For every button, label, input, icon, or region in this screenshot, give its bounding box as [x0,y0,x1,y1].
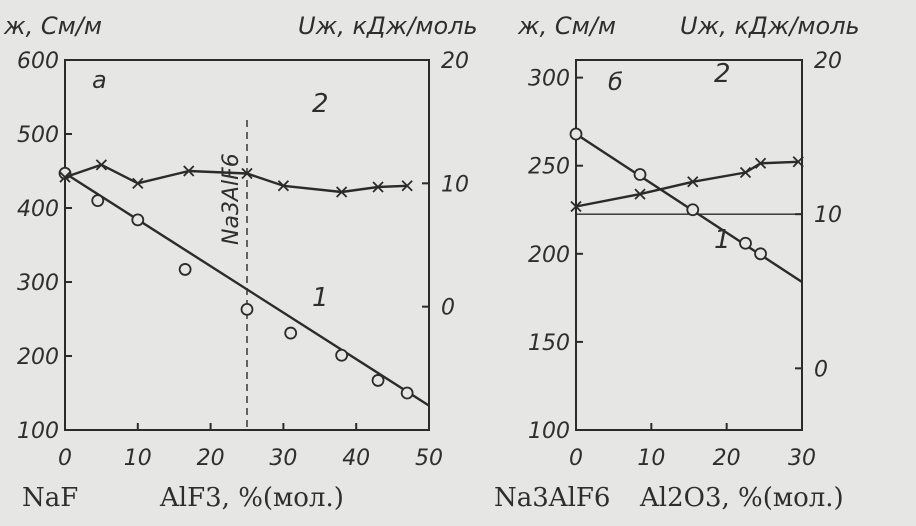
panel-b-ytick-right-label: 10 [814,203,842,228]
panel-b-ytick-left-label: 250 [528,155,570,180]
panel-a-series-1-point [131,213,145,227]
panel-a-series-2-point [59,171,71,183]
panel-b-series-2-point [792,156,804,168]
panel-a-series-1-point [371,374,385,387]
panel-b-series-1-point [569,127,583,141]
panel-b-ylabel-right: Uж, кДж/моль [680,12,860,40]
panel-a-ytick-left-label: 100 [17,419,59,444]
panel-b-series-1-point [633,168,647,181]
panel-a-ytick-right-label: 20 [441,49,469,74]
panel-b-series-1-point [754,247,767,261]
panel-b: б ж, См/м Uж, кДж/моль Na3AlF6 Al2O3, %(… [494,12,860,513]
panel-a-series-2-label: 2 [312,89,329,119]
panel-b-ytick-left-label: 100 [528,419,570,444]
panel-a-series-1-label: 1 [312,283,329,313]
panel-a-ytick-left-label: 200 [17,345,59,370]
panel-a-xtick-label: 50 [415,446,443,471]
panel-a-series-1-point [178,263,192,276]
panel-a-xlabel-left: NaF [22,483,78,513]
panel-b-ytick-right-label: 20 [814,49,842,74]
panel-a-series-2-point [132,177,144,189]
panel-a-ytick-left-label: 500 [17,123,59,148]
panel-a-xtick-label: 0 [58,446,72,471]
panel-a-marks [58,120,430,430]
panel-a-series-1-point [284,326,298,340]
panel-a-xtick-label: 30 [269,446,297,471]
panel-a-ytick-right-label: 0 [441,296,455,321]
panel-a-series-2-point [277,180,290,192]
panel-b-letter: б [608,68,623,96]
panel-a-series-1-line [64,172,430,407]
panel-a-ytick-left-label: 400 [17,197,59,222]
panel-a-xtick-label: 20 [197,446,225,471]
panel-b-xtick-label: 30 [788,446,816,471]
panel-a-ytick-left-label: 600 [17,49,59,74]
panel-b-series-2-line [575,160,799,208]
panel-b-series-2-label: 2 [714,59,731,89]
panel-b-ytick-right-label: 0 [814,357,828,382]
panel-a-series-2-point [372,181,384,193]
panel-b-series-2-point [570,200,582,213]
panel-a-series-1-point [400,386,414,400]
panel-a-series-2-point [241,167,253,180]
panel-a-xtick-label: 10 [124,446,152,471]
panel-a-xtick-label: 40 [342,446,370,471]
panel-a-ylabel-right: Uж, кДж/моль [298,12,478,40]
panel-a-ticks: 0 10 20 30 40 50 100 200 300 400 500 600 0 10 20 [17,49,469,471]
panel-a-series-1-point [91,194,105,208]
panel-b-xtick-label: 20 [713,446,741,471]
panel-b-series-2-point [754,157,767,169]
panel-b-series-1-label: 1 [714,225,731,255]
panel-b-ytick-left-label: 150 [528,331,570,356]
panel-b-ticks: 0 10 20 30 100 150 200 250 300 0 10 20 [528,49,842,471]
panel-a-letter: а [92,66,107,94]
panel-b-series-1-point [686,203,700,217]
panel-b-frame [575,59,803,431]
panel-b-series-2-point [739,166,752,179]
panel-a: а ж, См/м Uж, кДж/моль NaF AlF3, %(мол.)… [3,12,478,513]
panel-b-ytick-left-label: 300 [528,67,570,92]
panel-a-xlabel-right: AlF3, %(мол.) [159,483,344,513]
panel-b-series-2-point [634,188,646,200]
panel-a-vline-label: Na3AlF6 [219,153,244,245]
panel-b-ytick-left-label: 200 [528,243,570,268]
panel-a-series-2-point [183,165,195,177]
panel-b-series-1-point [739,236,752,250]
panel-b-ylabel-left: ж, См/м [517,12,616,40]
panel-b-marks [569,127,804,284]
panel-b-xlabel-right: Al2O3, %(мол.) [639,483,844,513]
panel-a-frame [64,59,430,431]
panel-b-xtick-label: 0 [569,446,583,471]
panel-a-series-1-point [240,302,254,316]
panel-a-series-2-point [95,159,108,171]
panel-a-series-2-point [336,186,348,198]
panel-a-series-2-point [401,180,413,192]
panel-a-ytick-right-label: 10 [441,172,469,197]
panel-a-ytick-left-label: 300 [17,271,59,296]
panel-b-xtick-label: 10 [637,446,665,471]
panel-b-series-2-point [687,176,699,188]
panel-a-series-1-point [335,348,349,362]
panel-a-ylabel-left: ж, См/м [3,12,102,40]
panel-b-xlabel-left: Na3AlF6 [494,483,610,513]
